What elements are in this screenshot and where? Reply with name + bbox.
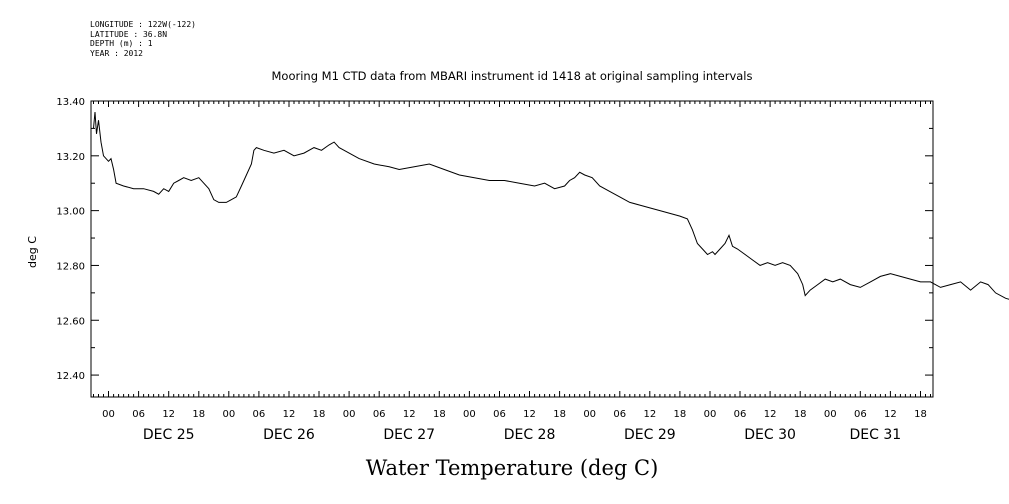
x-hour-tick-label: 18 <box>433 409 446 420</box>
x-hour-tick-label: 18 <box>914 409 927 420</box>
x-hour-tick-label: 00 <box>704 409 717 420</box>
y-tick-label: 13.40 <box>56 97 85 108</box>
plot-border <box>90 100 934 398</box>
y-axis-label: deg C <box>26 236 39 268</box>
y-tick-label: 12.80 <box>56 261 85 272</box>
x-hour-tick-label: 12 <box>643 409 656 420</box>
metadata-block: LONGITUDE : 122W(-122) LATITUDE : 36.8N … <box>90 20 196 58</box>
y-tick-label: 13.00 <box>56 207 85 218</box>
x-hour-tick-label: 18 <box>674 409 687 420</box>
x-hour-tick-label: 00 <box>583 409 596 420</box>
x-day-labels: DEC 25 DEC 26 DEC 27 DEC 28 DEC 29 DEC 30 DEC … <box>143 427 901 443</box>
series-line <box>93 111 1009 300</box>
x-hour-tick-label: 18 <box>192 409 205 420</box>
x-axis-ticks-bottom <box>93 391 931 397</box>
metadata-year: YEAR : 2012 <box>90 48 143 58</box>
x-hour-tick-labels: 00 06 12 18 00 06 12 18 00 06 12 18 00 06 12 18 00 06 12 18… <box>102 409 927 420</box>
x-hour-tick-label: 06 <box>373 409 386 420</box>
x-day-label: DEC 31 <box>850 427 902 443</box>
x-hour-tick-label: 06 <box>854 409 867 420</box>
metadata-longitude: LONGITUDE : 122W(-122) <box>90 20 196 29</box>
metadata-depth: DEPTH (m) : 1 <box>90 39 153 48</box>
y-tick-label: 12.60 <box>56 316 85 327</box>
x-hour-tick-label: 12 <box>162 409 175 420</box>
chart-title: Mooring M1 CTD data from MBARI instrumen… <box>272 69 753 83</box>
x-hour-tick-label: 12 <box>403 409 416 420</box>
x-hour-tick-label: 00 <box>343 409 356 420</box>
x-hour-tick-label: 12 <box>764 409 777 420</box>
x-hour-tick-label: 00 <box>222 409 235 420</box>
x-day-label: DEC 29 <box>624 427 676 443</box>
x-day-label: DEC 26 <box>263 427 315 443</box>
series-group <box>93 111 1009 300</box>
x-hour-tick-label: 06 <box>613 409 626 420</box>
x-hour-tick-label: 12 <box>283 409 296 420</box>
x-day-label: DEC 27 <box>383 427 435 443</box>
y-tick-labels: 12.40 12.60 12.80 13.00 13.20 13.40 <box>56 97 85 382</box>
x-axis-minor-ticks-top <box>93 101 931 107</box>
x-hour-tick-label: 12 <box>523 409 536 420</box>
x-hour-tick-label: 00 <box>463 409 476 420</box>
y-tick-label: 12.40 <box>56 371 85 382</box>
x-day-label: DEC 28 <box>504 427 556 443</box>
x-hour-tick-label: 06 <box>734 409 747 420</box>
x-hour-tick-label: 06 <box>253 409 266 420</box>
x-hour-tick-label: 00 <box>824 409 837 420</box>
axis-ticks <box>91 100 933 397</box>
x-hour-tick-label: 12 <box>884 409 897 420</box>
x-hour-tick-label: 06 <box>493 409 506 420</box>
x-hour-tick-label: 18 <box>794 409 807 420</box>
x-day-label: DEC 30 <box>744 427 796 443</box>
x-hour-tick-label: 18 <box>313 409 326 420</box>
x-hour-tick-label: 18 <box>553 409 566 420</box>
x-axis-label: Water Temperature (deg C) <box>366 456 659 480</box>
y-tick-label: 13.20 <box>56 152 85 163</box>
x-day-label: DEC 25 <box>143 427 195 443</box>
x-hour-tick-label: 06 <box>132 409 145 420</box>
plot-frame <box>90 100 934 398</box>
metadata-latitude: LATITUDE : 36.8N <box>90 29 168 39</box>
x-hour-tick-label: 00 <box>102 409 115 420</box>
